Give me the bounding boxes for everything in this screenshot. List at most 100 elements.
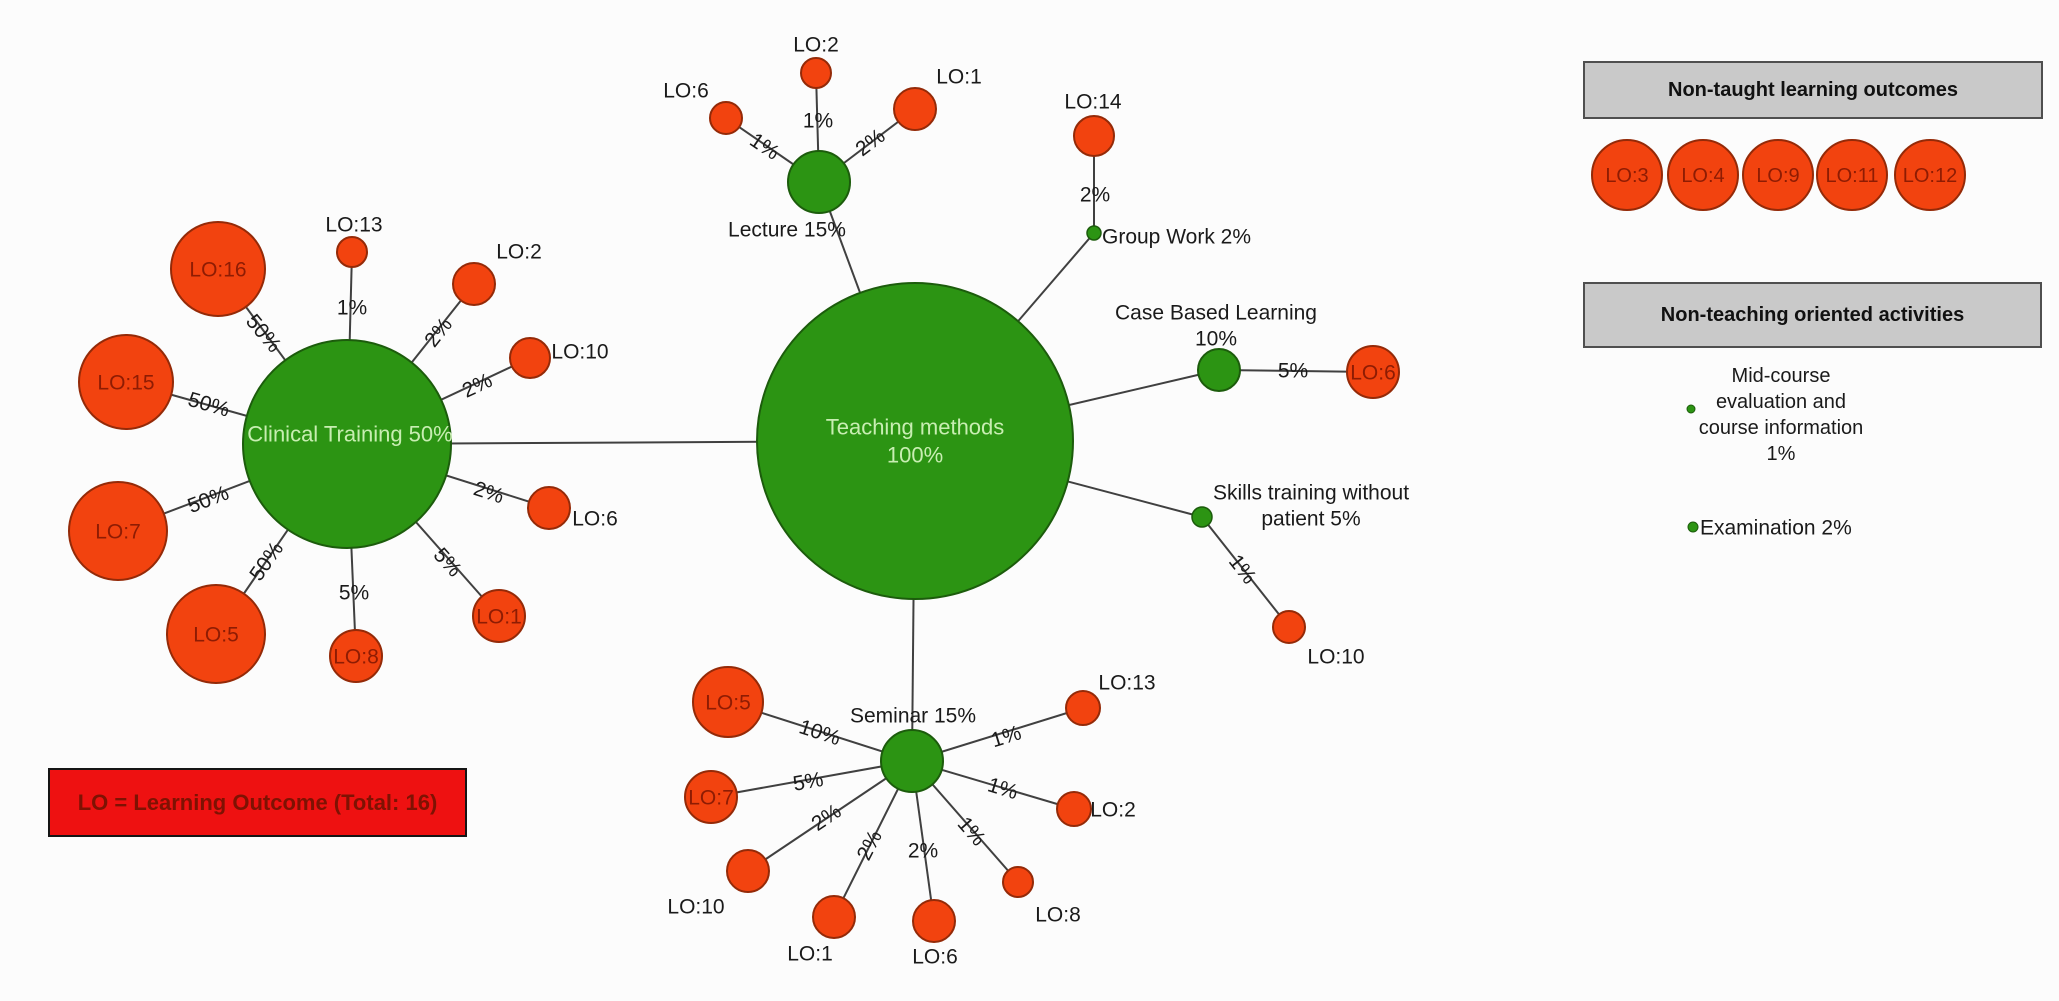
edge-skills-training--st-lo10 <box>1201 516 1290 628</box>
non-taught-learning-outcomes-box: Non-taught learning outcomes <box>1583 61 2043 119</box>
edge-seminar--sem-lo1-label: 2% <box>853 827 887 864</box>
edge-clinical-training--ct-lo1-label: 5% <box>429 544 466 582</box>
node-lec-lo2-label: LO:2 <box>793 33 839 56</box>
node-clinical-training-label: Clinical Training 50% <box>247 422 452 447</box>
edge-case-based-learning--cbl-lo6-label: 5% <box>1278 359 1308 382</box>
node-gw-lo14 <box>1073 115 1115 157</box>
edge-seminar--sem-lo7 <box>710 760 913 798</box>
node-sem-lo1 <box>812 895 856 939</box>
node-sem-lo5-label: LO:5 <box>705 691 751 714</box>
edge-lecture--lec-lo1-label: 2% <box>851 124 889 161</box>
edge-lecture--lec-lo2-label: 1% <box>803 109 833 132</box>
non-taught-node-lo4 <box>1667 139 1739 211</box>
edge-seminar--sem-lo13-label: 1% <box>988 721 1024 752</box>
node-skills-training <box>1191 506 1213 528</box>
edge-clinical-training--ct-lo15-label: 50% <box>185 388 232 422</box>
node-st-lo10 <box>1272 610 1306 644</box>
node-ct-lo16-label: LO:16 <box>189 258 246 281</box>
node-sem-lo7-label: LO:7 <box>688 786 734 809</box>
node-ct-lo5 <box>166 584 266 684</box>
node-seminar-label: Seminar 15% <box>850 704 976 727</box>
node-skills-training-label: Skills training without patient 5% <box>1213 481 1409 530</box>
node-ct-lo15-label: LO:15 <box>97 371 154 394</box>
non-taught-node-lo11 <box>1816 139 1888 211</box>
node-sem-lo8 <box>1002 866 1034 898</box>
node-sem-lo6-label: LO:6 <box>912 945 958 968</box>
node-ct-lo6-label: LO:6 <box>572 507 618 530</box>
node-ct-lo13-label: LO:13 <box>325 213 382 236</box>
examination-dot <box>1687 521 1699 533</box>
node-sem-lo7 <box>684 770 738 824</box>
node-ct-lo15 <box>78 334 174 430</box>
node-lecture <box>787 150 851 214</box>
node-lec-lo1 <box>893 87 937 131</box>
edge-clinical-training--ct-lo10-label: 2% <box>459 369 496 403</box>
node-ct-lo1 <box>472 589 526 643</box>
node-case-based-learning-label: Case Based Learning 10% <box>1115 301 1317 350</box>
edge-clinical-training--ct-lo5-label: 50% <box>245 538 288 586</box>
node-sem-lo5 <box>692 666 764 738</box>
node-sem-lo8-label: LO:8 <box>1035 903 1081 926</box>
edge-seminar--sem-lo5-label: 10% <box>796 715 843 750</box>
non-taught-label-lo9: LO:9 <box>1756 165 1799 187</box>
non-taught-node-lo12 <box>1894 139 1966 211</box>
edge-clinical-training--ct-lo6-label: 2% <box>471 477 507 508</box>
node-cbl-lo6 <box>1346 345 1400 399</box>
node-ct-lo2-label: LO:2 <box>496 240 542 263</box>
examination-text: Examination 2% <box>1700 516 1852 539</box>
node-case-based-learning <box>1197 348 1241 392</box>
node-ct-lo1-label: LO:1 <box>476 605 522 628</box>
node-ct-lo10-label: LO:10 <box>551 340 608 363</box>
node-group-work <box>1086 225 1102 241</box>
node-ct-lo5-label: LO:5 <box>193 623 239 646</box>
mid-course-evaluation-dot <box>1686 404 1696 414</box>
edge-seminar--sem-lo2-label: 1% <box>985 773 1021 804</box>
node-st-lo10-label: LO:10 <box>1307 645 1364 668</box>
node-ct-lo7-label: LO:7 <box>95 520 141 543</box>
non-taught-label-lo3: LO:3 <box>1605 165 1648 187</box>
non-teaching-oriented-activities-box: Non-teaching oriented activities <box>1583 282 2042 348</box>
node-sem-lo13-label: LO:13 <box>1098 671 1155 694</box>
node-seminar <box>880 729 944 793</box>
edge-clinical-training--ct-lo8-label: 5% <box>339 581 369 604</box>
node-sem-lo10 <box>726 849 770 893</box>
node-sem-lo2-label: LO:2 <box>1090 798 1136 821</box>
node-clinical-training <box>242 339 452 549</box>
node-ct-lo7 <box>68 481 168 581</box>
edge-clinical-training--ct-lo16-label: 50% <box>241 310 286 357</box>
node-sem-lo10-label: LO:10 <box>667 895 724 918</box>
non-taught-node-lo9 <box>1742 139 1814 211</box>
node-sem-lo2 <box>1056 791 1092 827</box>
mid-course-evaluation-text: Mid-course evaluation and course informati… <box>1699 365 1864 465</box>
node-ct-lo8 <box>329 629 383 683</box>
node-teaching-methods <box>756 282 1074 600</box>
edge-group-work--gw-lo14-label: 2% <box>1080 183 1110 206</box>
non-taught-label-lo12: LO:12 <box>1903 165 1957 187</box>
non-teaching-title: Non-teaching oriented activities <box>1660 303 1965 326</box>
non-taught-label-lo11: LO:11 <box>1826 165 1879 187</box>
node-sem-lo6 <box>912 899 956 943</box>
node-lec-lo6 <box>709 101 743 135</box>
node-ct-lo8-label: LO:8 <box>333 645 379 668</box>
node-lec-lo2 <box>800 57 832 89</box>
node-lec-lo1-label: LO:1 <box>936 65 982 88</box>
edge-seminar--sem-lo10-label: 2% <box>807 800 845 836</box>
node-lecture-label: Lecture 15% <box>728 218 846 241</box>
non-taught-node-lo3 <box>1591 139 1663 211</box>
edge-clinical-training--ct-lo13-label: 1% <box>337 296 367 319</box>
edge-seminar--sem-lo10 <box>747 760 913 872</box>
lo-legend-text: LO = Learning Outcome (Total: 16) <box>77 789 438 815</box>
node-sem-lo13 <box>1065 690 1101 726</box>
edge-clinical-training--ct-lo7-label: 50% <box>185 482 232 519</box>
node-cbl-lo6-label: LO:6 <box>1350 361 1396 384</box>
node-gw-lo14-label: LO:14 <box>1064 90 1122 113</box>
node-teaching-methods-label: Teaching methods 100% <box>826 415 1005 468</box>
node-ct-lo6 <box>527 486 571 530</box>
node-lec-lo6-label: LO:6 <box>663 79 709 102</box>
non-taught-label-lo4: LO:4 <box>1681 165 1724 187</box>
edge-seminar--sem-lo6-label: 2% <box>908 839 938 862</box>
node-ct-lo10 <box>509 337 551 379</box>
node-ct-lo2 <box>452 262 496 306</box>
